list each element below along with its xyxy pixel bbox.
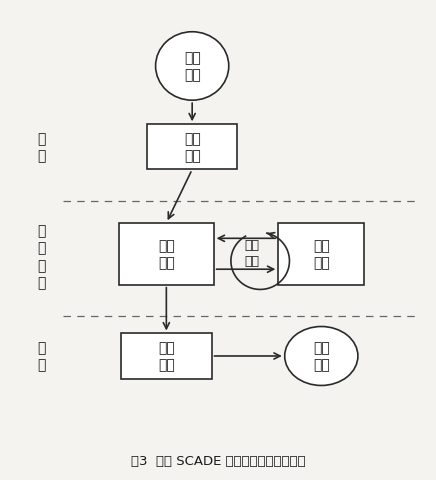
Text: 模型
验证: 模型 验证: [313, 239, 330, 270]
Text: 需求
建模: 需求 建模: [158, 239, 175, 270]
Text: 建
立
模
型: 建 立 模 型: [37, 224, 46, 289]
FancyBboxPatch shape: [147, 125, 237, 170]
Ellipse shape: [156, 33, 229, 101]
Ellipse shape: [285, 327, 358, 385]
Text: 图3  基于 SCADE 的嵌入式软件开发流程: 图3 基于 SCADE 的嵌入式软件开发流程: [131, 454, 305, 467]
FancyBboxPatch shape: [121, 334, 211, 379]
Text: 系统
需求: 系统 需求: [184, 51, 201, 83]
Text: 输
出: 输 出: [37, 341, 46, 372]
Text: 产品
输出: 产品 输出: [313, 341, 330, 372]
Text: 代码
集成: 代码 集成: [158, 341, 175, 372]
FancyBboxPatch shape: [119, 223, 214, 285]
Text: 输
入: 输 入: [37, 132, 46, 163]
Text: 需求
分析: 需求 分析: [184, 132, 201, 163]
Text: 设计
循环: 设计 循环: [244, 239, 259, 267]
FancyBboxPatch shape: [278, 223, 364, 285]
